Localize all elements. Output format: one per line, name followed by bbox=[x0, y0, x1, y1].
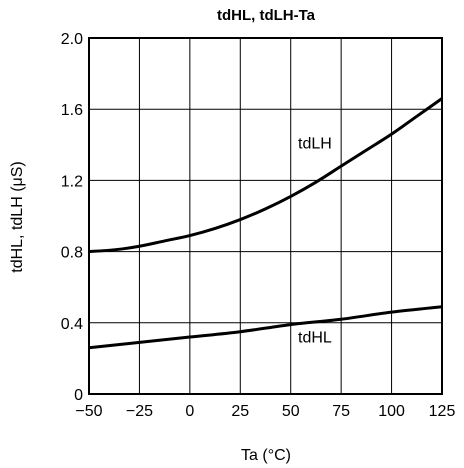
x-tick-label: −25 bbox=[126, 403, 153, 420]
x-tick-label: −50 bbox=[75, 403, 102, 420]
x-tick-label: 125 bbox=[429, 403, 456, 420]
series-labels: tdLH tdHL bbox=[298, 135, 332, 346]
x-tick-labels: −50 −25 0 25 50 75 100 125 bbox=[75, 403, 455, 420]
y-tick-label: 0 bbox=[74, 387, 83, 404]
series-line-tdlh bbox=[88, 97, 443, 254]
series-label-tdhl: tdHL bbox=[298, 329, 332, 346]
x-tick-label: 75 bbox=[332, 403, 350, 420]
x-tick-label: 25 bbox=[231, 403, 249, 420]
chart-title: tdHL, tdLH-Ta bbox=[217, 7, 316, 24]
y-tick-label: 0.8 bbox=[61, 245, 83, 262]
x-tick-label: 100 bbox=[378, 403, 405, 420]
series-group bbox=[88, 97, 443, 350]
y-tick-label: 1.2 bbox=[61, 173, 83, 190]
x-axis-label: Ta (°C) bbox=[241, 447, 291, 464]
y-tick-label: 1.6 bbox=[61, 102, 83, 119]
y-axis-label: tdHL, tdLH (μS) bbox=[9, 161, 26, 272]
series-line-tdhl bbox=[88, 305, 443, 350]
x-tick-label: 50 bbox=[282, 403, 300, 420]
grid-lines bbox=[88, 37, 443, 395]
y-tick-labels: 0 0.4 0.8 1.2 1.6 2.0 bbox=[61, 31, 83, 404]
plot-frame bbox=[88, 37, 443, 395]
series-label-tdlh: tdLH bbox=[298, 135, 332, 152]
x-tick-label: 0 bbox=[185, 403, 194, 420]
y-tick-label: 0.4 bbox=[61, 316, 83, 333]
y-tick-label: 2.0 bbox=[61, 31, 83, 48]
